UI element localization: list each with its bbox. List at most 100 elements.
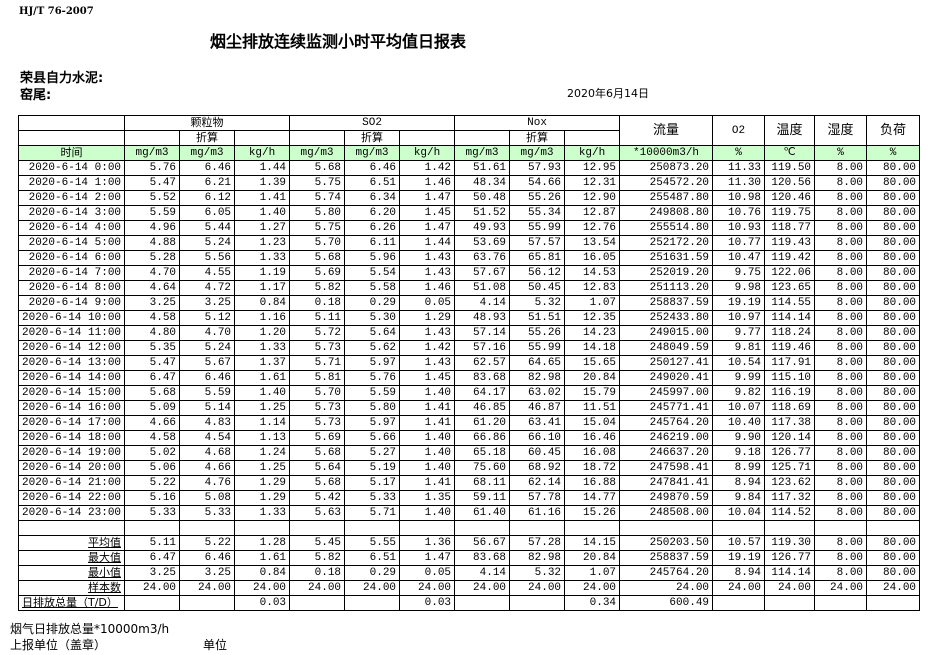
- summary-label: 日排放总量（T/D）: [17, 595, 126, 611]
- value-cell: 62.57: [454, 355, 511, 371]
- header-o2: O2: [712, 115, 766, 146]
- value-cell: 8.00: [814, 340, 868, 356]
- value-cell: 5.69: [289, 430, 346, 446]
- value-cell: 118.24: [764, 325, 816, 341]
- value-cell: 5.54: [344, 265, 401, 281]
- value-cell: 8.00: [814, 535, 868, 551]
- value-cell: 1.44: [234, 160, 291, 176]
- value-cell: 6.51: [344, 175, 401, 191]
- value-cell: 56.67: [454, 535, 511, 551]
- value-cell: 12.83: [564, 280, 621, 296]
- value-cell: 5.08: [179, 490, 236, 506]
- value-cell: 1.46: [399, 175, 456, 191]
- value-cell: 250203.50: [619, 535, 714, 551]
- value-cell: 50.45: [509, 280, 566, 296]
- value-cell: 4.54: [179, 430, 236, 446]
- summary-label: 样本数: [17, 580, 126, 596]
- value-cell: 250127.41: [619, 355, 714, 371]
- value-cell: 5.32: [509, 565, 566, 581]
- value-cell: 5.12: [179, 310, 236, 326]
- time-cell: 2020-6-14 7:00: [17, 265, 126, 281]
- value-cell: 14.15: [564, 535, 621, 551]
- value-cell: 5.64: [289, 460, 346, 476]
- value-cell: 13.54: [564, 235, 621, 251]
- value-cell: 46.87: [509, 400, 566, 416]
- value-cell: 1.41: [399, 415, 456, 431]
- value-cell: 6.46: [179, 160, 236, 176]
- value-cell: 4.83: [179, 415, 236, 431]
- value-cell: 51.61: [454, 160, 511, 176]
- value-cell: 10.04: [712, 505, 766, 521]
- value-cell: 6.11: [344, 235, 401, 251]
- value-cell: 118.77: [764, 220, 816, 236]
- time-cell: 2020-6-14 2:00: [17, 190, 126, 206]
- summary-row: 最大值 6.47 6.46 1.61 5.82 6.51 1.47 83.68 82.98 20.…: [17, 550, 921, 566]
- value-cell: 251631.59: [619, 250, 714, 266]
- value-cell: [509, 595, 566, 611]
- table-row: 2020-6-14 20:00 5.06 4.66 1.25 5.64 5.19 1.40 7…: [17, 460, 921, 476]
- value-cell: 80.00: [866, 280, 921, 296]
- value-cell: 5.59: [124, 205, 181, 221]
- value-cell: 5.71: [344, 505, 401, 521]
- value-cell: 57.57: [509, 235, 566, 251]
- value-cell: 5.19: [344, 460, 401, 476]
- time-cell: 2020-6-14 23:00: [17, 505, 126, 521]
- value-cell: 1.35: [399, 490, 456, 506]
- value-cell: 51.08: [454, 280, 511, 296]
- value-cell: 62.14: [509, 475, 566, 491]
- value-cell: 5.02: [124, 445, 181, 461]
- value-cell: 49.93: [454, 220, 511, 236]
- table-row: 2020-6-14 4:00 4.96 5.44 1.27 5.75 6.26 1.47 49…: [17, 220, 921, 236]
- value-cell: 1.40: [234, 205, 291, 221]
- value-cell: 1.41: [399, 475, 456, 491]
- unit-cell: mg/m3: [289, 145, 346, 161]
- company-name: 荣县自力水泥:: [20, 71, 104, 86]
- value-cell: 5.33: [179, 505, 236, 521]
- value-cell: 123.62: [764, 475, 816, 491]
- time-cell: 2020-6-14 1:00: [17, 175, 126, 191]
- table-row: 2020-6-14 14:00 6.47 6.46 1.61 5.81 5.76 1.45 8…: [17, 370, 921, 386]
- value-cell: [764, 595, 816, 611]
- value-cell: 5.82: [289, 280, 346, 296]
- value-cell: 115.10: [764, 370, 816, 386]
- value-cell: 51.51: [509, 310, 566, 326]
- value-cell: 119.50: [764, 160, 816, 176]
- value-cell: 80.00: [866, 385, 921, 401]
- value-cell: 80.00: [866, 490, 921, 506]
- value-cell: 80.00: [866, 220, 921, 236]
- table-row: 2020-6-14 11:00 4.80 4.70 1.20 5.72 5.64 1.43 5…: [17, 325, 921, 341]
- table-row: 2020-6-14 2:00 5.52 6.12 1.41 5.74 6.34 1.47 50…: [17, 190, 921, 206]
- value-cell: 1.37: [234, 355, 291, 371]
- value-cell: 24.00: [619, 580, 714, 596]
- value-cell: 248049.59: [619, 340, 714, 356]
- value-cell: 1.14: [234, 415, 291, 431]
- value-cell: 10.98: [712, 190, 766, 206]
- value-cell: 255514.80: [619, 220, 714, 236]
- value-cell: 5.97: [344, 355, 401, 371]
- value-cell: 6.51: [344, 550, 401, 566]
- value-cell: 120.46: [764, 190, 816, 206]
- value-cell: 258837.59: [619, 550, 714, 566]
- value-cell: 123.65: [764, 280, 816, 296]
- value-cell: 80.00: [866, 445, 921, 461]
- value-cell: 80.00: [866, 475, 921, 491]
- value-cell: 4.64: [124, 280, 181, 296]
- value-cell: 245997.00: [619, 385, 714, 401]
- value-cell: 258837.59: [619, 295, 714, 311]
- value-cell: 5.74: [289, 190, 346, 206]
- value-cell: 8.00: [814, 400, 868, 416]
- value-cell: 80.00: [866, 160, 921, 176]
- table-row: 2020-6-14 22:00 5.16 5.08 1.29 5.42 5.33 1.35 5…: [17, 490, 921, 506]
- value-cell: 1.29: [234, 475, 291, 491]
- value-cell: 1.40: [399, 505, 456, 521]
- value-cell: 0.18: [289, 295, 346, 311]
- value-cell: 12.87: [564, 205, 621, 221]
- value-cell: 114.14: [764, 565, 816, 581]
- value-cell: 56.12: [509, 265, 566, 281]
- value-cell: 1.39: [234, 175, 291, 191]
- value-cell: 16.46: [564, 430, 621, 446]
- units-row: 时间 mg/m3 mg/m3 kg/h mg/m3 mg/m3 kg/h mg/m3 mg/m…: [17, 145, 921, 161]
- value-cell: 15.65: [564, 355, 621, 371]
- value-cell: 1.40: [234, 385, 291, 401]
- value-cell: 4.76: [179, 475, 236, 491]
